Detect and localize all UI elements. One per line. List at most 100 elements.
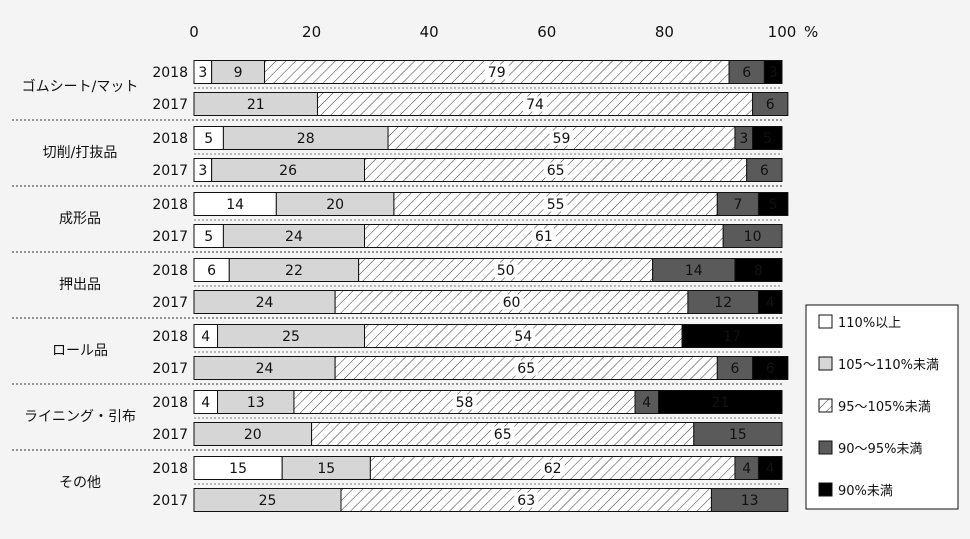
legend-label: 110%以上: [838, 316, 901, 331]
data-label: 25: [259, 493, 277, 509]
x-axis: 0 20 40 60 80 100%: [189, 23, 818, 41]
bar-segment: [752, 92, 789, 116]
data-label-backing: [531, 228, 556, 244]
data-label: 17: [723, 329, 741, 345]
data-label-backing: [514, 492, 539, 508]
data-label: 4: [766, 295, 775, 311]
legend-label: 105〜110%未満: [838, 358, 939, 373]
data-label: 12: [714, 295, 732, 311]
year-label: 2017: [152, 295, 188, 311]
legend-label: 95〜105%未満: [838, 400, 931, 415]
bar-segment: [752, 126, 783, 150]
data-label-backing: [493, 262, 518, 278]
category-label: その他: [59, 475, 101, 491]
data-label: 74: [526, 97, 544, 113]
data-label: 21: [247, 97, 265, 113]
data-label-backing: [490, 426, 515, 442]
data-label: 4: [201, 329, 210, 345]
data-label-backing: [452, 394, 477, 410]
data-label: 5: [204, 229, 213, 245]
year-label: 2017: [152, 427, 188, 443]
data-label: 60: [503, 295, 521, 311]
bar-segment: [710, 488, 789, 512]
data-label: 5: [769, 197, 778, 213]
legend: 110%以上 105〜110%未満 95〜105%未満 90〜95%未満 90%未満: [805, 304, 959, 510]
data-label: 14: [226, 197, 244, 213]
data-label: 3: [198, 65, 207, 81]
data-label: 13: [741, 493, 759, 509]
data-label: 6: [207, 263, 216, 279]
data-label: 20: [244, 427, 262, 443]
year-label: 2017: [152, 163, 188, 179]
data-label-backing: [484, 64, 509, 80]
bar-segment: [681, 324, 783, 348]
legend-label: 90%未満: [838, 484, 893, 499]
data-label: 50: [497, 263, 515, 279]
data-label: 10: [744, 229, 762, 245]
bar-segment: [752, 356, 789, 380]
category-label: ロール品: [52, 343, 108, 359]
year-label: 2017: [152, 361, 188, 377]
x-tick-label: 80: [655, 23, 674, 41]
data-label: 5: [204, 131, 213, 147]
data-label: 65: [547, 163, 565, 179]
data-label: 65: [494, 427, 512, 443]
x-tick-label: 100: [768, 23, 797, 41]
data-label: 55: [547, 197, 565, 213]
data-label: 4: [201, 395, 210, 411]
data-label: 6: [760, 163, 769, 179]
year-label: 2018: [152, 65, 188, 81]
data-label: 4: [642, 395, 651, 411]
data-label: 13: [247, 395, 265, 411]
data-label: 62: [544, 461, 562, 477]
category-label: 成形品: [59, 211, 101, 227]
data-label: 3: [769, 65, 778, 81]
data-label: 14: [685, 263, 703, 279]
year-label: 2017: [152, 97, 188, 113]
data-label: 6: [730, 361, 739, 377]
data-label: 28: [297, 131, 315, 147]
x-tick-label: 60: [537, 23, 556, 41]
data-label: 63: [517, 493, 535, 509]
category-label: ゴムシート/マット: [22, 78, 139, 95]
x-tick-label: 20: [302, 23, 321, 41]
data-label: 3: [739, 131, 748, 147]
data-label-backing: [543, 162, 568, 178]
data-label: 24: [256, 295, 274, 311]
data-label-backing: [543, 196, 568, 212]
bar-segment: [757, 192, 789, 216]
data-label: 22: [285, 263, 303, 279]
data-label: 3: [198, 163, 207, 179]
data-label: 15: [229, 461, 247, 477]
data-label: 6: [742, 65, 751, 81]
bar-segment: [722, 224, 783, 248]
data-label: 21: [711, 395, 729, 411]
bar-segment: [746, 158, 783, 182]
data-label: 4: [742, 461, 751, 477]
year-label: 2018: [152, 263, 188, 279]
data-label: 26: [279, 163, 297, 179]
category-label: 押出品: [59, 277, 101, 293]
legend-swatch: [818, 314, 833, 329]
year-label: 2018: [152, 329, 188, 345]
data-label: 9: [234, 65, 243, 81]
category-label: 切削/打抜品: [43, 144, 118, 161]
year-label: 2018: [152, 197, 188, 213]
legend-swatch: [818, 398, 833, 413]
data-label-backing: [499, 294, 524, 310]
legend-label: 90〜95%未満: [838, 442, 922, 457]
data-label: 6: [766, 97, 775, 113]
x-tick-label: 0: [189, 23, 199, 41]
year-label: 2018: [152, 461, 188, 477]
data-label: 5: [763, 131, 772, 147]
data-label-backing: [540, 460, 565, 476]
data-label: 20: [326, 197, 344, 213]
data-label: 6: [766, 361, 775, 377]
data-label-backing: [549, 130, 574, 146]
category-label: ライニング・引布: [24, 409, 136, 425]
year-label: 2017: [152, 229, 188, 245]
data-label-backing: [514, 360, 539, 376]
bar-segment: [658, 390, 783, 414]
data-label: 15: [317, 461, 335, 477]
